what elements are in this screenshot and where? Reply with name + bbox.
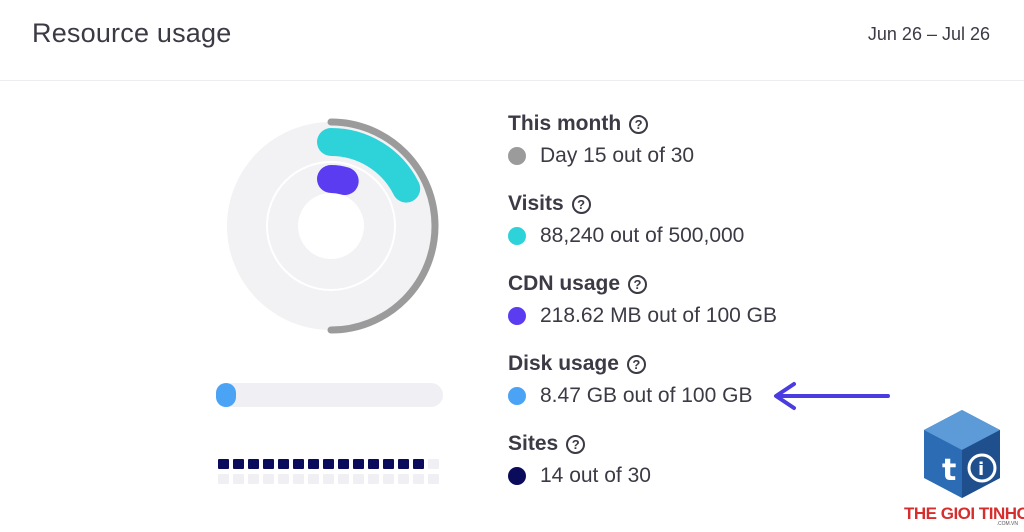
logo-cube-icon: t i [924,410,1000,498]
stat-label: Visits [508,192,564,215]
site-square [323,459,334,469]
site-square [413,459,424,469]
site-square [428,459,439,469]
stat-cdn-usage: CDN usage ? 218.62 MB out of 100 GB [508,270,868,330]
question-circle-icon[interactable]: ? [566,434,586,454]
site-square [368,474,379,484]
cdn-arc [317,165,359,196]
status-dot [508,467,526,485]
site-square [233,459,244,469]
logo-text: THE GIOI TINHOC [904,504,1024,523]
ring-center [298,193,364,259]
arrow-left-icon [774,382,890,410]
site-square [263,474,274,484]
site-square [293,474,304,484]
date-range[interactable]: Jun 26 – Jul 26 [867,24,990,44]
status-dot [508,387,526,405]
site-square [353,474,364,484]
site-square [278,459,289,469]
site-square [278,474,289,484]
status-dot [508,147,526,165]
stat-label: Sites [508,432,559,455]
stat-visits: Visits ? 88,240 out of 500,000 [508,190,868,250]
site-square [413,474,424,484]
question-circle-icon[interactable]: ? [626,354,646,374]
disk-usage-bar [216,383,443,407]
site-square [338,459,349,469]
header: Resource usage Jun 26 – Jul 26 [0,0,1024,81]
usage-ring-chart [227,118,439,334]
site-square [353,459,364,469]
question-circle-icon[interactable]: ? [628,274,648,294]
site-square [368,459,379,469]
site-square [233,474,244,484]
site-square [293,459,304,469]
visits-arc [317,128,421,203]
site-square [398,474,409,484]
site-square [338,474,349,484]
usage-chart-area [216,115,448,495]
stat-sites: Sites ? 14 out of 30 [508,430,868,490]
status-dot [508,307,526,325]
stat-label: CDN usage [508,272,621,295]
svg-text:t: t [942,453,956,488]
question-circle-icon[interactable]: ? [571,194,591,214]
stat-this-month: This month ? Day 15 out of 30 [508,110,868,170]
site-square [263,459,274,469]
stat-value: 218.62 MB out of 100 GB [540,304,777,327]
page-title: Resource usage [32,18,232,48]
site-square [428,474,439,484]
site-square [248,474,259,484]
disk-usage-fill [216,383,236,407]
stat-label: Disk usage [508,352,619,375]
stat-value: 8.47 GB out of 100 GB [540,384,753,407]
site-square [308,459,319,469]
logo-subtext: .COM.VN [996,521,1018,527]
stat-value: 88,240 out of 500,000 [540,224,745,247]
site-square [323,474,334,484]
site-square [383,459,394,469]
the-gioi-tinhoc-logo: t i THE GIOI TINHOC .COM.VN [904,408,1024,528]
stat-value: 14 out of 30 [540,464,651,487]
site-square [218,459,229,469]
svg-text:i: i [978,459,984,480]
site-square [248,459,259,469]
month-arc [327,118,439,334]
site-square [398,459,409,469]
stat-label: This month [508,112,622,135]
site-square [383,474,394,484]
stat-disk-usage: Disk usage ? 8.47 GB out of 100 GB [508,350,868,410]
ring-inner-track [266,161,396,291]
stat-value: Day 15 out of 30 [540,144,695,167]
status-dot [508,227,526,245]
question-circle-icon[interactable]: ? [629,114,649,134]
site-square [308,474,319,484]
site-square [218,474,229,484]
